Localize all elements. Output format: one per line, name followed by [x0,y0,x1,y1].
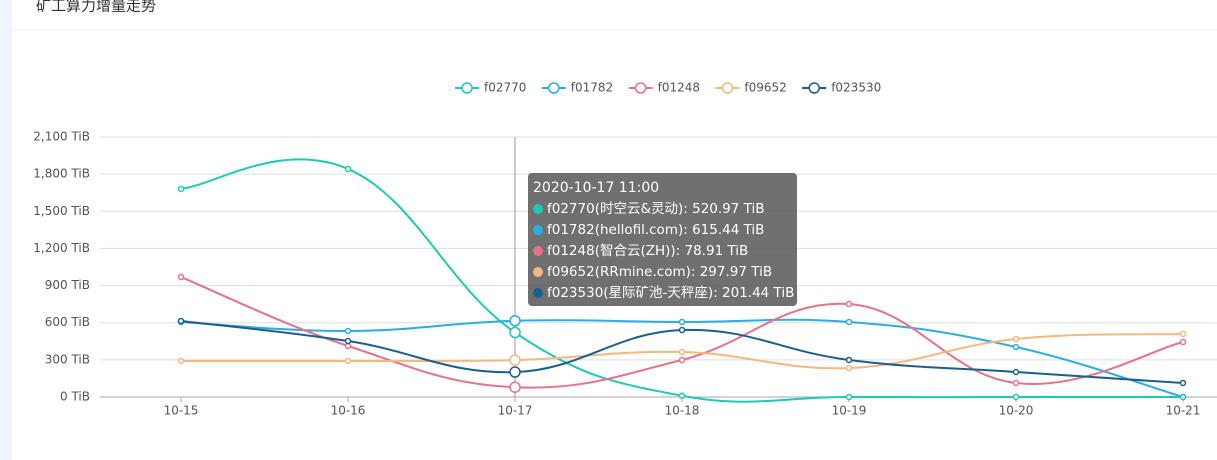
y-tick-label: 1,800 TiB [33,167,90,181]
data-point [344,337,352,345]
tooltip-dot [533,225,543,235]
legend-symbol [721,82,734,94]
y-tick-label: 900 TiB [45,278,90,292]
tooltip-item: f01782(hellofil.com): 615.44 TiB [547,222,764,238]
data-point [1179,330,1187,338]
data-point [678,318,686,326]
y-tick-label: 2,100 TiB [33,130,90,144]
data-point [177,273,185,281]
y-tick-label: 1,200 TiB [33,241,90,255]
data-point [678,348,686,356]
data-point [344,357,352,365]
legend-item: f09652 [715,81,787,95]
legend-label: f023530 [831,81,881,95]
data-point [509,315,521,327]
tooltip-item: f023530(星际矿池-天秤座): 201.44 TiB [547,285,794,301]
data-point [678,392,686,400]
tooltip-item: f01248(智合云(ZH)): 78.91 TiB [547,243,748,259]
tooltip-box [528,173,797,306]
y-tick-label: 300 TiB [45,352,90,366]
tooltip-dot [533,288,543,298]
data-point [1012,368,1020,376]
tooltip-dot [533,204,543,214]
tooltip-item: f02770(时空云&灵动): 520.97 TiB [547,201,764,217]
legend-item: f023530 [802,81,881,95]
data-point [509,381,521,393]
x-tick-label: 10-16 [331,404,366,418]
data-point [509,326,521,339]
data-point [1179,393,1187,401]
legend-label: f09652 [744,81,786,95]
data-point [1012,393,1020,401]
tooltip-item: f09652(RRmine.com): 297.97 TiB [547,264,772,280]
legend-item: f01782 [541,81,613,95]
y-tick-label: 1,500 TiB [33,204,90,218]
data-point [509,366,521,378]
tooltip-dot [533,267,543,277]
legend-label: f01782 [571,81,613,95]
legend-label: f01248 [658,81,700,95]
data-point [1012,335,1020,343]
legend-symbol [461,82,473,94]
data-point [678,356,686,364]
data-point [177,357,185,365]
data-point [845,393,853,401]
data-point [344,327,352,335]
data-point [845,364,853,372]
x-tick-label: 10-20 [999,404,1034,418]
x-tick-label: 10-21 [1166,404,1201,418]
y-tick-label: 0 TiB [60,390,90,404]
data-point [177,185,185,193]
data-point [845,300,853,308]
x-tick-label: 10-19 [832,404,867,418]
legend-item: f02770 [455,81,526,95]
data-point [177,317,185,325]
y-tick-label: 600 TiB [45,315,90,329]
data-point [1012,379,1020,387]
data-point [344,165,352,173]
data-point [1179,338,1187,346]
data-point [845,318,853,326]
data-point [1012,343,1020,351]
x-tick-label: 10-18 [665,404,700,418]
legend-label: f02770 [484,81,526,95]
data-point [1179,379,1187,387]
tooltip-title: 2020-10-17 11:00 [533,180,659,196]
data-point [509,354,521,366]
x-tick-label: 10-15 [164,404,199,418]
data-point [845,356,853,364]
legend-symbol [634,82,647,94]
legend-symbol [808,82,820,94]
tooltip-dot [533,246,543,256]
chart-title: 矿工算力增量走势 [36,0,156,15]
data-point [678,326,686,334]
legend-symbol [548,82,560,94]
legend-item: f01248 [628,81,700,95]
x-tick-label: 10-17 [498,404,533,418]
